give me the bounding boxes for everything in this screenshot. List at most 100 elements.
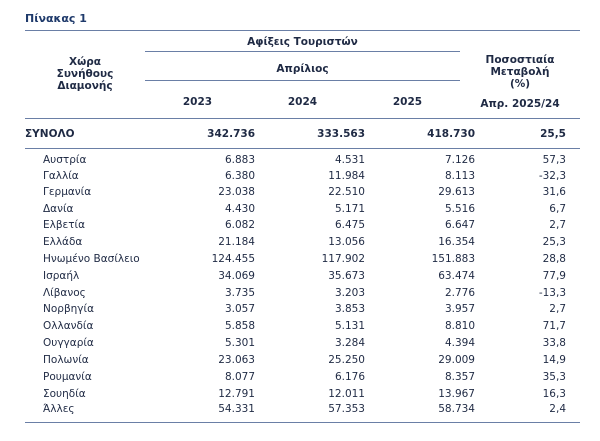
value-2025: 3.957 <box>444 303 475 315</box>
table-row: Γερμανία 23.038 22.510 29.613 31,6 <box>25 184 580 200</box>
table-row: Ουγγαρία 5.301 3.284 4.394 33,8 <box>25 335 580 351</box>
rule-top <box>25 30 580 31</box>
value-2023: 23.063 <box>218 354 255 366</box>
change-value: 28,8 <box>542 253 566 265</box>
country-name: Σουηδία <box>43 388 86 400</box>
group-header: Αφίξεις Τουριστών <box>247 36 358 48</box>
change-value: 6,7 <box>549 203 566 215</box>
value-2024: 5.171 <box>334 203 365 215</box>
change-value: -13,3 <box>538 287 566 299</box>
country-name: Πολωνία <box>43 354 89 366</box>
country-name: Ρουμανία <box>43 371 92 383</box>
value-2025: 6.647 <box>444 219 475 231</box>
value-2025: 13.967 <box>438 388 475 400</box>
table-row: Ισραήλ 34.069 35.673 63.474 77,9 <box>25 268 580 284</box>
value-2025: 29.009 <box>438 354 475 366</box>
table-row: Ελβετία 6.082 6.475 6.647 2,7 <box>25 217 580 233</box>
change-value: 16,3 <box>542 388 566 400</box>
table-caption: Πίνακας 1 <box>25 12 87 25</box>
value-2025: 4.394 <box>444 337 475 349</box>
country-name: Ελβετία <box>43 219 86 231</box>
value-2023: 6.883 <box>224 154 255 166</box>
year-header-2025: 2025 <box>392 96 423 108</box>
value-2025: 8.357 <box>444 371 475 383</box>
value-2023: 6.380 <box>224 170 255 182</box>
value-2024: 13.056 <box>328 236 365 248</box>
value-2023: 34.069 <box>218 270 255 282</box>
table-row: Σουηδία 12.791 12.011 13.967 16,3 <box>25 386 580 402</box>
change-subheader: Απρ. 2025/24 <box>480 98 560 110</box>
rule-header-bottom <box>25 118 580 119</box>
table-row: Ελλάδα 21.184 13.056 16.354 25,3 <box>25 234 580 250</box>
value-2025: 7.126 <box>444 154 475 166</box>
rule-bottom <box>25 422 580 423</box>
total-change: 25,5 <box>540 128 566 140</box>
country-name: Ισραήλ <box>43 270 80 282</box>
change-value: 33,8 <box>542 337 566 349</box>
country-name: Ηνωμένο Βασίλειο <box>43 253 140 265</box>
year-header-2024: 2024 <box>287 96 318 108</box>
value-2025: 16.354 <box>438 236 475 248</box>
country-name: Ελλάδα <box>43 236 83 248</box>
total-label: ΣΥΝΟΛΟ <box>25 128 75 140</box>
table-row: Δανία 4.430 5.171 5.516 6,7 <box>25 201 580 217</box>
country-name: Ολλανδία <box>43 320 94 332</box>
value-2024: 3.284 <box>334 337 365 349</box>
rule-under-total <box>25 148 580 149</box>
value-2025: 63.474 <box>438 270 475 282</box>
value-2024: 25.250 <box>328 354 365 366</box>
month-header: Απρίλιος <box>276 63 329 75</box>
country-name: Νορβηγία <box>43 303 94 315</box>
value-2023: 124.455 <box>211 253 255 265</box>
value-2024: 57.353 <box>328 403 365 415</box>
origin-header: Χώρα Συνήθους Διαμονής <box>56 56 114 92</box>
value-2023: 4.430 <box>224 203 255 215</box>
value-2025: 8.113 <box>444 170 475 182</box>
table-row: Άλλες 54.331 57.353 58.734 2,4 <box>25 401 580 417</box>
value-2024: 11.984 <box>328 170 365 182</box>
value-2023: 5.301 <box>224 337 255 349</box>
table-row: Ηνωμένο Βασίλειο 124.455 117.902 151.883 28,… <box>25 251 580 267</box>
rule-under-month <box>145 80 460 81</box>
year-header-2023: 2023 <box>182 96 213 108</box>
table-row: Γαλλία 6.380 11.984 8.113 -32,3 <box>25 168 580 184</box>
change-value: 57,3 <box>542 154 566 166</box>
change-header: Ποσοστιαία Μεταβολή (%) <box>485 54 555 90</box>
value-2024: 5.131 <box>334 320 365 332</box>
rule-under-group <box>145 51 460 52</box>
change-value: 25,3 <box>542 236 566 248</box>
country-name: Αυστρία <box>43 154 87 166</box>
value-2025: 151.883 <box>431 253 475 265</box>
country-name: Γερμανία <box>43 186 92 198</box>
change-value: 2,7 <box>549 303 566 315</box>
country-name: Άλλες <box>43 403 75 415</box>
country-name: Γαλλία <box>43 170 79 182</box>
value-2023: 3.735 <box>224 287 255 299</box>
total-2024: 333.563 <box>317 128 365 140</box>
value-2023: 23.038 <box>218 186 255 198</box>
value-2024: 6.176 <box>334 371 365 383</box>
value-2023: 6.082 <box>224 219 255 231</box>
country-name: Δανία <box>43 203 74 215</box>
change-value: 14,9 <box>542 354 566 366</box>
value-2025: 58.734 <box>438 403 475 415</box>
value-2025: 5.516 <box>444 203 475 215</box>
change-value: -32,3 <box>538 170 566 182</box>
table-row: Αυστρία 6.883 4.531 7.126 57,3 <box>25 152 580 168</box>
change-value: 77,9 <box>542 270 566 282</box>
value-2024: 117.902 <box>321 253 365 265</box>
value-2024: 6.475 <box>334 219 365 231</box>
change-value: 31,6 <box>542 186 566 198</box>
value-2023: 8.077 <box>224 371 255 383</box>
total-row: ΣΥΝΟΛΟ 342.736 333.563 418.730 25,5 <box>25 126 580 142</box>
table-row: Ρουμανία 8.077 6.176 8.357 35,3 <box>25 369 580 385</box>
change-value: 35,3 <box>542 371 566 383</box>
value-2024: 35.673 <box>328 270 365 282</box>
change-value: 2,7 <box>549 219 566 231</box>
value-2024: 12.011 <box>328 388 365 400</box>
value-2024: 3.853 <box>334 303 365 315</box>
value-2023: 54.331 <box>218 403 255 415</box>
total-2023: 342.736 <box>207 128 255 140</box>
value-2023: 5.858 <box>224 320 255 332</box>
change-value: 2,4 <box>549 403 566 415</box>
